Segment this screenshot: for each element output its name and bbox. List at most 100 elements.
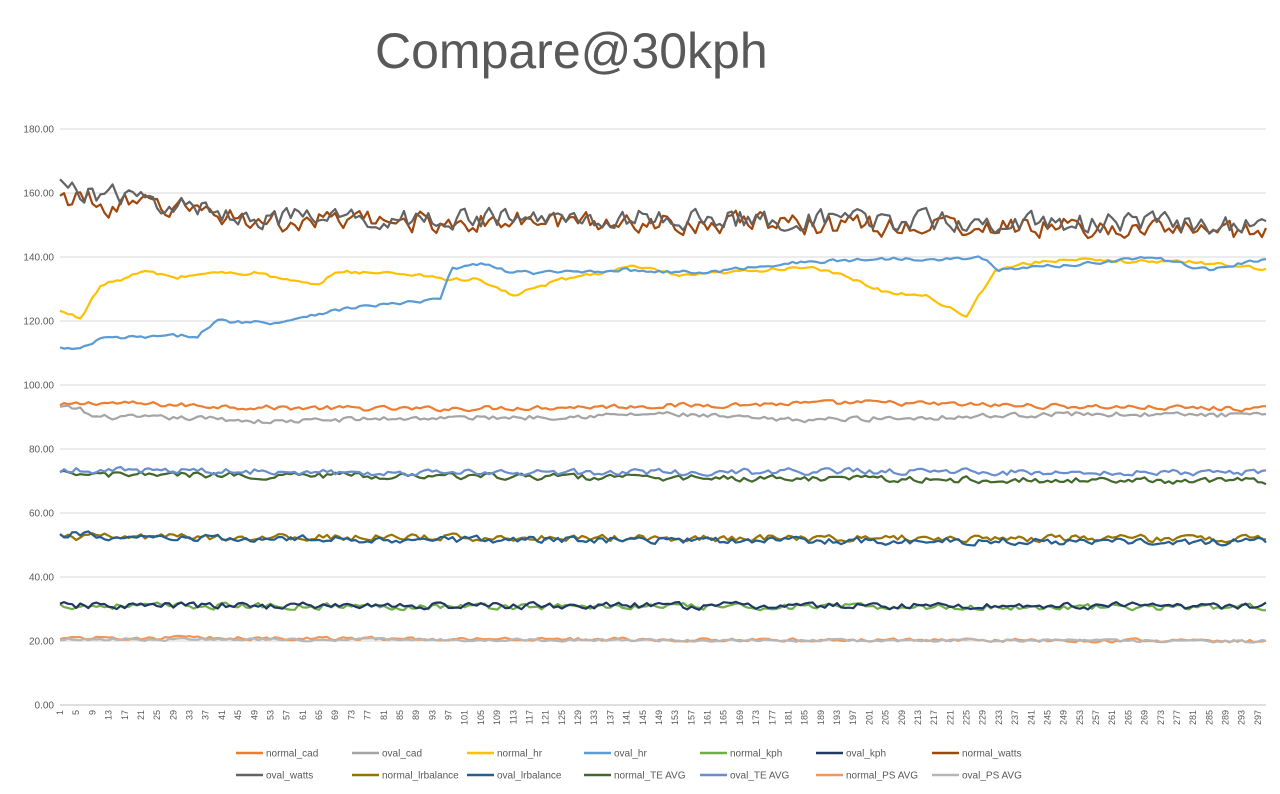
y-tick-label: 160.00 [23, 189, 54, 200]
x-tick-label: 177 [767, 710, 777, 725]
legend-item: normal_hr [467, 749, 543, 760]
x-tick-label: 89 [411, 710, 421, 720]
x-tick-label: 277 [1172, 710, 1182, 725]
x-tick-label: 133 [589, 710, 599, 725]
series-line-oval-hr [59, 255, 1267, 351]
x-tick-label: 225 [962, 710, 972, 725]
legend-label: oval_cad [382, 749, 422, 760]
x-tick-label: 1 [55, 710, 65, 715]
x-tick-label: 269 [1140, 710, 1150, 725]
legend-item: normal_PS AVG [816, 771, 918, 782]
x-tick-label: 253 [1075, 710, 1085, 725]
series-line-normal-te-avg [59, 469, 1267, 486]
x-tick-label: 153 [670, 710, 680, 725]
x-tick-label: 61 [298, 710, 308, 720]
x-tick-label: 161 [703, 710, 713, 725]
x-tick-label: 257 [1091, 710, 1101, 725]
series-line-oval-kph [59, 600, 1267, 611]
x-tick-label: 205 [881, 710, 891, 725]
y-tick-label: 60.00 [29, 509, 54, 520]
x-tick-label: 181 [783, 710, 793, 725]
legend-item: oval_watts [236, 771, 313, 782]
legend-item: normal_cad [236, 749, 318, 760]
x-tick-label: 45 [233, 710, 243, 720]
x-tick-label: 49 [249, 710, 259, 720]
x-tick-label: 33 [185, 710, 195, 720]
x-tick-label: 173 [751, 710, 761, 725]
x-tick-label: 141 [622, 710, 632, 725]
x-tick-label: 65 [314, 710, 324, 720]
x-tick-label: 229 [978, 710, 988, 725]
legend-item: normal_kph [700, 749, 782, 760]
x-tick-label: 21 [136, 710, 146, 720]
legend: normal_cad oval_cad normal_hr oval_hr normal… [236, 749, 1022, 782]
x-tick-label: 297 [1253, 710, 1263, 725]
legend-label: oval_lrbalance [497, 771, 562, 782]
x-tick-label: 85 [395, 710, 405, 720]
x-tick-label: 105 [476, 710, 486, 725]
x-tick-label: 261 [1107, 710, 1117, 725]
legend-item: oval_TE AVG [700, 771, 790, 782]
x-tick-label: 53 [265, 710, 275, 720]
series-line-normal-watts [59, 190, 1268, 240]
x-tick-label: 129 [573, 710, 583, 725]
x-tick-label: 245 [1042, 710, 1052, 725]
legend-label: normal_kph [730, 749, 782, 760]
legend-item: oval_hr [584, 749, 647, 760]
legend-item: normal_watts [932, 749, 1021, 760]
x-tick-label: 137 [605, 710, 615, 725]
x-tick-label: 69 [330, 710, 340, 720]
x-tick-label: 77 [363, 710, 373, 720]
x-tick-label: 213 [913, 710, 923, 725]
x-tick-label: 209 [897, 710, 907, 725]
y-tick-label: 0.00 [35, 701, 55, 712]
gridlines [60, 128, 1266, 706]
x-tick-label: 197 [848, 710, 858, 725]
x-tick-label: 5 [71, 710, 81, 715]
x-tick-label: 289 [1221, 710, 1231, 725]
x-tick-label: 17 [120, 710, 130, 720]
y-axis: 0.00 20.00 40.00 60.00 80.00 100.00 120.00 140.… [23, 125, 54, 712]
legend-item: normal_lrbalance [352, 771, 459, 782]
x-tick-label: 201 [864, 710, 874, 725]
x-tick-label: 165 [719, 710, 729, 725]
x-tick-label: 9 [87, 710, 97, 715]
series-lines [59, 178, 1268, 644]
x-tick-label: 73 [346, 710, 356, 720]
x-tick-label: 185 [800, 710, 810, 725]
x-tick-label: 281 [1188, 710, 1198, 725]
legend-label: oval_TE AVG [730, 771, 790, 782]
x-tick-label: 25 [152, 710, 162, 720]
x-tick-label: 41 [217, 710, 227, 720]
y-tick-label: 120.00 [23, 317, 54, 328]
y-tick-label: 100.00 [23, 381, 54, 392]
legend-label: normal_PS AVG [846, 771, 918, 782]
series-line-normal-cad [59, 399, 1267, 413]
legend-label: normal_cad [266, 749, 318, 760]
x-tick-label: 285 [1204, 710, 1214, 725]
series-line-oval-te-avg [59, 465, 1267, 477]
x-tick-label: 189 [816, 710, 826, 725]
chart-title: Compare@30kph [375, 23, 768, 79]
x-tick-label: 121 [541, 710, 551, 725]
legend-label: normal_TE AVG [614, 771, 686, 782]
x-tick-label: 13 [104, 710, 114, 720]
x-tick-label: 97 [444, 710, 454, 720]
x-tick-label: 169 [735, 710, 745, 725]
legend-label: oval_watts [266, 771, 313, 782]
legend-item: oval_cad [352, 749, 422, 760]
x-tick-label: 57 [282, 710, 292, 720]
x-tick-label: 117 [524, 710, 534, 724]
legend-label: oval_kph [846, 749, 886, 760]
x-tick-label: 93 [427, 710, 437, 720]
x-axis: 1 5 9 13 17 21 25 29 33 37 41 45 49 53 57 61 65 69 73 77 81 8… [55, 710, 1263, 725]
x-tick-label: 249 [1059, 710, 1069, 725]
x-tick-label: 81 [379, 710, 389, 720]
x-tick-label: 125 [557, 710, 567, 725]
x-tick-label: 237 [1010, 710, 1020, 725]
legend-item: oval_kph [816, 749, 886, 760]
legend-label: oval_PS AVG [962, 771, 1022, 782]
x-tick-label: 37 [201, 710, 211, 720]
y-tick-label: 140.00 [23, 253, 54, 264]
